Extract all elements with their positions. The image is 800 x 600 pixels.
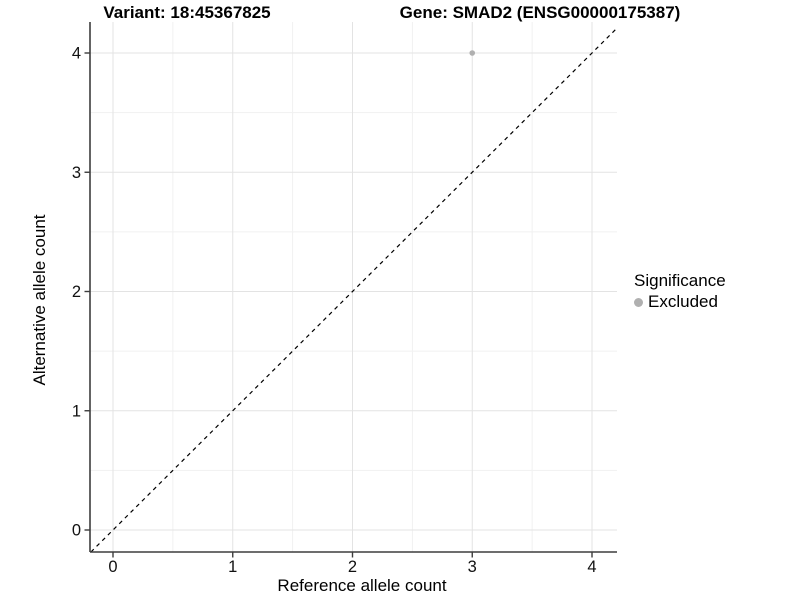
y-tick-label: 1	[72, 402, 81, 420]
identity-dashed-line	[90, 27, 618, 553]
x-tick-label: 0	[108, 558, 117, 576]
data-point	[469, 50, 476, 56]
legend: Significance Excluded	[632, 271, 726, 311]
x-axis-title: Reference allele count	[277, 576, 447, 595]
x-tick-label: 4	[587, 558, 596, 576]
x-tick-label: 3	[468, 558, 477, 576]
x-tick-label: 1	[228, 558, 237, 576]
gene-title: Gene: SMAD2 (ENSG00000175387)	[399, 3, 681, 22]
y-tick-label: 4	[72, 45, 81, 63]
y-tick-label: 2	[72, 283, 81, 301]
legend-items: Excluded	[632, 292, 726, 311]
legend-title: Significance	[634, 271, 726, 290]
x-tick-label: 2	[348, 558, 357, 576]
legend-item: Excluded	[634, 292, 726, 311]
legend-item-label: Excluded	[648, 292, 718, 311]
variant-title: Variant: 18:45367825	[103, 3, 271, 22]
legend-point-icon	[634, 297, 643, 307]
y-tick-label: 0	[72, 522, 81, 540]
y-axis-title: Alternative allele count	[30, 214, 49, 386]
y-tick-label: 3	[72, 164, 81, 182]
